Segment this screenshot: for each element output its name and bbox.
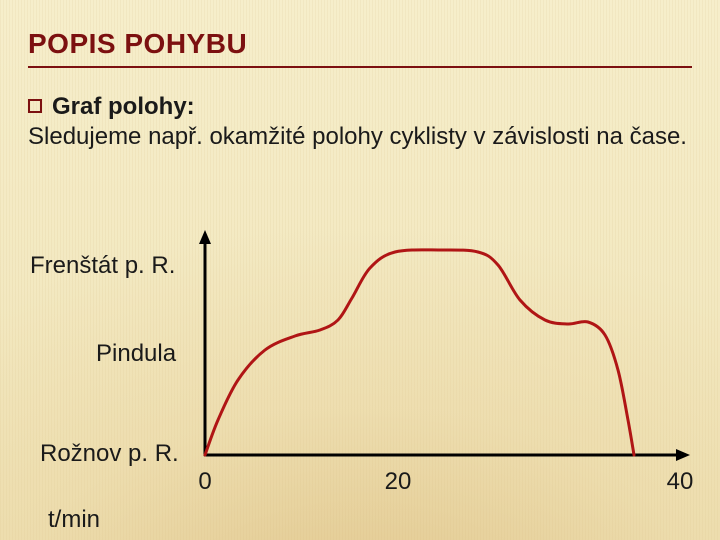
chart-svg xyxy=(0,0,720,540)
position-curve xyxy=(205,250,634,455)
slide: POPIS POHYBU Graf polohy: Sledujeme např… xyxy=(0,0,720,540)
